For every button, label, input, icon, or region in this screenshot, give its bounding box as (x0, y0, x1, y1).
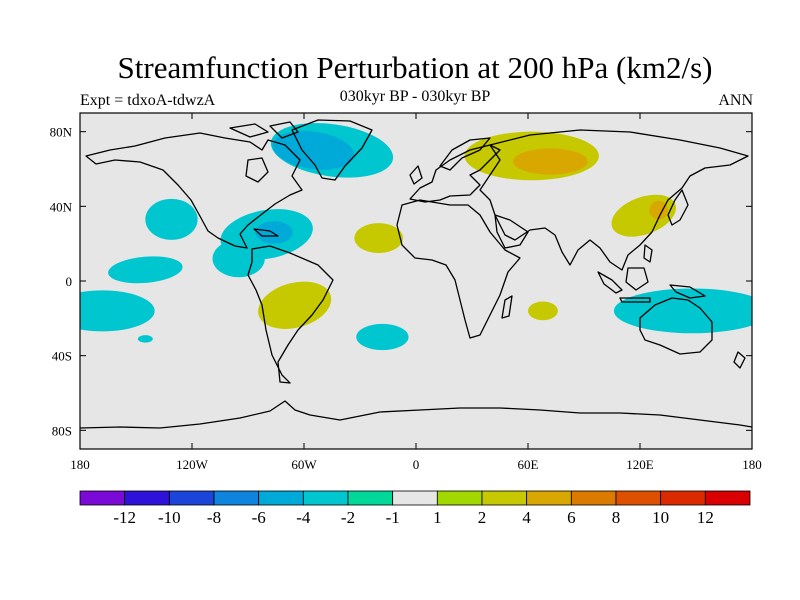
anomaly-south-pacific-negative (80, 290, 155, 332)
colorbar-swatch (258, 490, 304, 506)
axis-ticks: 180 120W 60W 0 60E 120E 180 80N 40N 0 40S 80S (50, 113, 762, 472)
colorbar-swatch (526, 490, 572, 506)
colorbar-swatch (704, 490, 751, 506)
anomaly-north-pacific-negative (145, 198, 198, 240)
anomaly-caribbean-core (255, 221, 293, 244)
x-tick-label: 60W (291, 457, 317, 472)
x-tick-label: 120W (176, 457, 209, 472)
colorbar-swatch (124, 490, 170, 506)
coastline-new-guinea (669, 284, 706, 299)
colorbar-label: 1 (433, 508, 442, 527)
anomaly-indian-ocean-positive (528, 301, 558, 321)
coastline-indonesia (597, 267, 651, 303)
anomaly-layer (80, 123, 752, 351)
anomaly-australia-negative (613, 288, 752, 334)
coastline-greenland (291, 119, 373, 181)
coastline-madagascar (501, 295, 513, 319)
coastline-scandinavia (439, 137, 491, 171)
map-background (80, 113, 752, 449)
coastline-south-america (247, 245, 334, 384)
colorbar-label: 2 (478, 508, 487, 527)
x-tick-label: 180 (70, 457, 90, 472)
anomaly-east-asia-core (649, 200, 669, 220)
colorbar-label: 4 (522, 508, 531, 527)
colorbar-swatch (213, 490, 260, 506)
y-tick-label: 40S (52, 349, 72, 364)
coastline-cuba (253, 228, 279, 237)
colorbar-label: -8 (207, 508, 221, 527)
y-tick-label: 0 (66, 274, 73, 289)
x-tick-label: 0 (413, 457, 420, 472)
colorbar-label: -12 (113, 508, 136, 527)
anomaly-greenland-core (272, 130, 355, 170)
colorbar-swatch (436, 490, 483, 506)
colorbar-label: -6 (252, 508, 266, 527)
colorbar-label: 10 (652, 508, 669, 527)
anomaly-south-america-positive (258, 281, 332, 329)
colorbar-swatch (481, 490, 528, 506)
experiment-label: Expt = tdxoA-tdwzA (80, 92, 216, 109)
anomaly-north-atlantic-positive (354, 223, 403, 253)
season-label: ANN (718, 92, 753, 109)
colorbar-label: -2 (341, 508, 355, 527)
colorbar-label: 12 (697, 508, 714, 527)
anomaly-south-atlantic-negative (356, 323, 409, 351)
y-tick-label: 80S (52, 423, 72, 438)
colorbar-swatch (570, 490, 617, 506)
y-tick-label: 40N (50, 199, 73, 214)
coastline-asia (479, 129, 749, 271)
colorbar-label: -4 (296, 508, 311, 527)
colorbar-swatch (392, 490, 438, 506)
coastline-hudson-bay (245, 157, 269, 183)
colorbar-label: -10 (158, 508, 181, 527)
coastline-antarctica (80, 400, 752, 429)
coastline-british-isles (409, 165, 423, 185)
coastline-north-america (85, 132, 303, 249)
colorbar-swatch (302, 490, 349, 506)
x-tick-label: 180 (742, 457, 762, 472)
x-tick-label: 120E (626, 457, 654, 472)
coastline-arctic-islands (229, 121, 299, 139)
colorbar-label: -1 (386, 508, 400, 527)
colorbar-label: 6 (567, 508, 576, 527)
coastline-africa (396, 199, 521, 339)
anomaly-eurasia-core (513, 148, 588, 175)
colorbar-swatch (347, 490, 394, 506)
coastline-australia (639, 297, 713, 355)
coastline-arabia (494, 214, 529, 249)
map-subtitle: 030kyr BP - 030kyr BP (339, 88, 491, 105)
y-tick-label: 80N (50, 125, 73, 140)
map-title: Streamfunction Perturbation at 200 hPa (… (117, 50, 713, 85)
colorbar: -12 -10 -8 -6 -4 -2 -1 1 2 4 6 8 10 12 (79, 490, 751, 527)
colorbar-swatch (660, 490, 706, 506)
coastline-europe (409, 144, 501, 203)
coastline-new-zealand (733, 351, 746, 369)
coastline-japan (667, 189, 689, 226)
anomaly-tropical-pacific-negative (108, 256, 183, 284)
colorbar-swatch (615, 490, 662, 506)
colorbar-swatch (79, 490, 126, 506)
anomaly-central-america-negative (212, 239, 265, 278)
coastlines (80, 119, 752, 429)
coastline-philippines (643, 244, 653, 263)
anomaly-small-south-pacific-negative (137, 335, 153, 343)
colorbar-swatch (168, 490, 215, 506)
x-tick-label: 60E (518, 457, 539, 472)
colorbar-label: 8 (612, 508, 621, 527)
